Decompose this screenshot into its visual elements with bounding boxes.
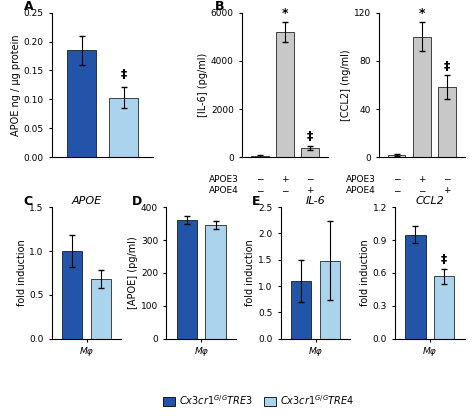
Bar — [434, 276, 455, 339]
Bar — [67, 50, 96, 158]
Text: −: − — [393, 175, 401, 184]
Text: ‡: ‡ — [444, 60, 450, 73]
Bar — [413, 37, 430, 158]
Text: D: D — [132, 194, 142, 207]
Y-axis label: fold induction: fold induction — [17, 239, 27, 306]
Text: −: − — [393, 186, 401, 195]
Text: B: B — [215, 0, 224, 13]
Text: +: + — [418, 175, 426, 184]
Text: −: − — [443, 175, 451, 184]
Text: −: − — [306, 175, 314, 184]
Text: APOE3: APOE3 — [346, 175, 375, 184]
Text: C: C — [23, 194, 32, 207]
Title: CCL2: CCL2 — [415, 197, 444, 206]
Bar — [91, 279, 111, 339]
Text: ‡: ‡ — [307, 130, 313, 143]
Text: −: − — [256, 175, 264, 184]
Text: +: + — [443, 186, 451, 195]
Title: APOE: APOE — [72, 197, 102, 206]
Y-axis label: fold induction: fold induction — [246, 239, 255, 306]
Bar — [291, 281, 311, 339]
Text: A: A — [24, 0, 34, 13]
Text: *: * — [282, 7, 288, 20]
Title: IL-6: IL-6 — [306, 197, 325, 206]
Bar — [438, 87, 456, 158]
Bar — [320, 261, 340, 339]
Bar — [388, 155, 405, 158]
Text: −: − — [281, 186, 289, 195]
Bar — [177, 220, 197, 339]
Bar — [109, 98, 138, 158]
Text: ‡: ‡ — [120, 68, 127, 81]
Text: APOE4: APOE4 — [209, 186, 238, 195]
Bar — [301, 148, 319, 158]
Y-axis label: [CCL2] (ng/ml): [CCL2] (ng/ml) — [341, 49, 351, 121]
Bar — [276, 32, 294, 158]
Text: −: − — [418, 186, 426, 195]
Text: −: − — [256, 186, 264, 195]
Text: ‡: ‡ — [441, 253, 447, 266]
Bar — [206, 225, 226, 339]
Legend: $Cx3cr1^{G/G}TRE3$, $Cx3cr1^{G/G}TRE4$: $Cx3cr1^{G/G}TRE3$, $Cx3cr1^{G/G}TRE4$ — [159, 389, 357, 411]
Y-axis label: [IL-6] (pg/ml): [IL-6] (pg/ml) — [198, 53, 208, 117]
Y-axis label: APOE ng / μg protein: APOE ng / μg protein — [11, 34, 21, 136]
Bar — [405, 235, 426, 339]
Y-axis label: fold induction: fold induction — [360, 239, 370, 306]
Y-axis label: [APOE] (pg/ml): [APOE] (pg/ml) — [128, 236, 138, 309]
Text: APOE3: APOE3 — [209, 175, 238, 184]
Text: +: + — [281, 175, 289, 184]
Bar — [62, 251, 82, 339]
Text: E: E — [252, 194, 260, 207]
Bar — [251, 156, 269, 158]
Text: *: * — [419, 7, 425, 20]
Text: +: + — [306, 186, 314, 195]
Text: APOE4: APOE4 — [346, 186, 375, 195]
